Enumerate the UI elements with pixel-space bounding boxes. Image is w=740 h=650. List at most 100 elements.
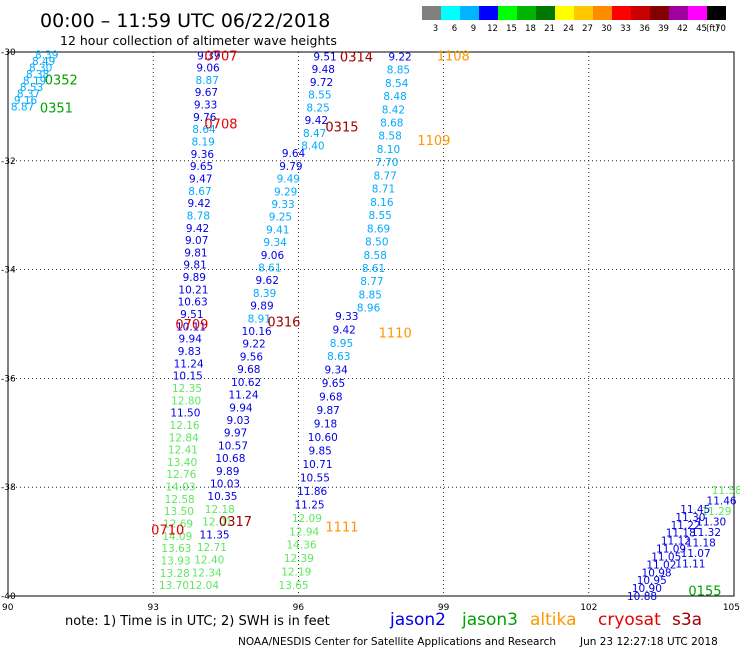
lon-tick-label: 102 [580,603,597,613]
colorbar-label: 9 [471,24,476,34]
wave-height-value: 9.42 [187,198,210,210]
wave-height-value: 9.25 [269,212,292,224]
wave-height-value: 10.88 [627,591,657,603]
colorbar-label: 3 [433,24,438,34]
wave-height-value: 9.97 [224,428,247,440]
track-97-99: 9.339.42 8.958.63 9.349.65 9.689.87 9.1810.6… [279,311,359,592]
wave-height-value: 12.34 [192,567,222,579]
colorbar-swatch [498,6,517,20]
wave-height-value: 10.71 [302,459,332,471]
wave-height-value: 8.69 [367,223,390,235]
mission-legend-jason2: jason2 [389,610,446,630]
track-time-label: 0314 [340,50,373,65]
wave-height-value: 9.65 [322,378,345,390]
track-time-label: 0352 [45,74,78,89]
colorbar-swatch [536,6,555,20]
mission-legend-cryosat: cryosat [598,610,661,630]
colorbar-swatch [612,6,631,20]
wave-height-value: 11.22 [671,520,701,532]
wave-height-value: 10.95 [637,575,667,587]
wave-height-value: 8.55 [308,90,331,102]
wave-height-value: 12.84 [169,432,199,444]
footer-timestamp: Jun 23 12:27:18 UTC 2018 [579,636,718,648]
wave-height-value: 9.47 [189,173,212,185]
wave-height-value: 13.40 [167,457,197,469]
wave-height-value: 12.58 [165,494,195,506]
wave-height-value: 11.30 [696,516,726,528]
wave-height-value: 13.70 [159,580,189,592]
track-nw-corner: 8.398.498.308.388.198.538.379.168.87 [11,50,59,114]
track-time-label: 1111 [325,520,358,535]
wave-height-value: 8.38 [26,69,49,81]
wave-height-value: 9.33 [194,100,217,112]
track-93-95: 9.399.068.879.679.339.768.648.199.369.65… [159,50,221,592]
wave-height-value: 9.06 [261,250,285,262]
wave-height-value: 12.69 [163,519,193,531]
wave-height-value: 10.11 [176,321,206,333]
wave-height-value: 12.41 [168,445,198,457]
wave-height-value: 8.71 [372,184,395,196]
wave-height-value: 9.33 [271,199,294,211]
wave-height-value: 10.68 [215,453,245,465]
wave-height-value: 9.85 [308,445,331,457]
wave-height-value: 10.62 [231,377,261,389]
wave-height-value: 9.89 [250,301,273,313]
wave-height-value: 9.29 [274,186,297,198]
wave-height-value: 7.70 [375,157,398,169]
track-96-north: 9.519.489.728.558.259.428.478.40 [301,51,336,152]
wave-height-value: 8.37 [17,88,40,100]
track-time-label: 0317 [219,515,252,530]
wave-height-value: 12.39 [284,553,314,565]
wave-height-value: 8.58 [378,131,401,143]
wave-height-value: 8.77 [373,170,396,182]
wave-height-value: 11.29 [701,506,731,518]
wave-height-value: 11.30 [675,512,705,524]
wave-height-value: 8.53 [20,82,43,94]
wave-height-value: 14.03 [165,482,195,494]
wave-height-value: 11.45 [680,504,710,516]
wave-height-value: 9.56 [240,351,264,363]
wave-height-value: 8.77 [360,276,383,288]
wave-height-value: 10.98 [642,567,672,579]
footer-credit: NOAA/NESDIS Center for Satellite Applica… [238,636,556,648]
wave-height-value: 9.48 [312,64,335,76]
wave-height-value: 12.80 [171,395,201,407]
wave-height-value: 9.16 [14,95,38,107]
wave-height-value: 9.76 [193,112,217,124]
wave-height-value: 10.03 [210,478,240,490]
wave-height-value: 11.18 [666,528,696,540]
colorbar-label: 12 [487,24,498,34]
wave-height-value: 9.03 [227,415,250,427]
colorbar-swatch [441,6,460,20]
track-94-96: 9.649.799.499.299.339.259.419.349.068.61… [189,148,306,592]
wave-height-value: 8.68 [380,117,403,129]
lon-tick-label: 90 [2,603,14,613]
colorbar-label: 45 [696,24,707,34]
wave-height-value: 9.67 [195,87,218,99]
track-time-label: 1110 [379,327,412,342]
wave-height-value: 11.24 [228,390,258,402]
wave-height-value: 8.50 [365,237,388,249]
colorbar-label: 70 [715,24,726,34]
wave-height-value: 8.78 [187,210,210,222]
mission-legend-jason3: jason3 [461,610,518,630]
wave-height-value: 9.06 [196,63,220,75]
wave-height-value: 11.02 [646,559,676,571]
colorbar-label: 15 [506,24,517,34]
lat-tick-label: -32 [1,157,16,167]
wave-height-value: 10.57 [218,440,248,452]
wave-height-value: 9.94 [229,402,253,414]
wave-height-value: 9.41 [266,224,289,236]
wave-height-value: 9.62 [256,275,279,287]
track-98-upper: 9.228.858.548.488.428.688.588.107.708.77… [357,51,412,314]
wave-height-value: 8.95 [330,338,353,350]
wave-height-value: 11.32 [691,527,721,539]
wave-height-value: 13.50 [164,506,194,518]
wave-height-value: 9.34 [324,365,348,377]
wave-height-value: 9.89 [216,466,239,478]
colorbar-swatch [688,6,707,20]
wave-height-value: 10.90 [632,583,662,595]
wave-height-value: 11.35 [200,529,230,541]
wave-height-value: 8.85 [387,65,410,77]
wave-height-value: 8.63 [327,351,350,363]
